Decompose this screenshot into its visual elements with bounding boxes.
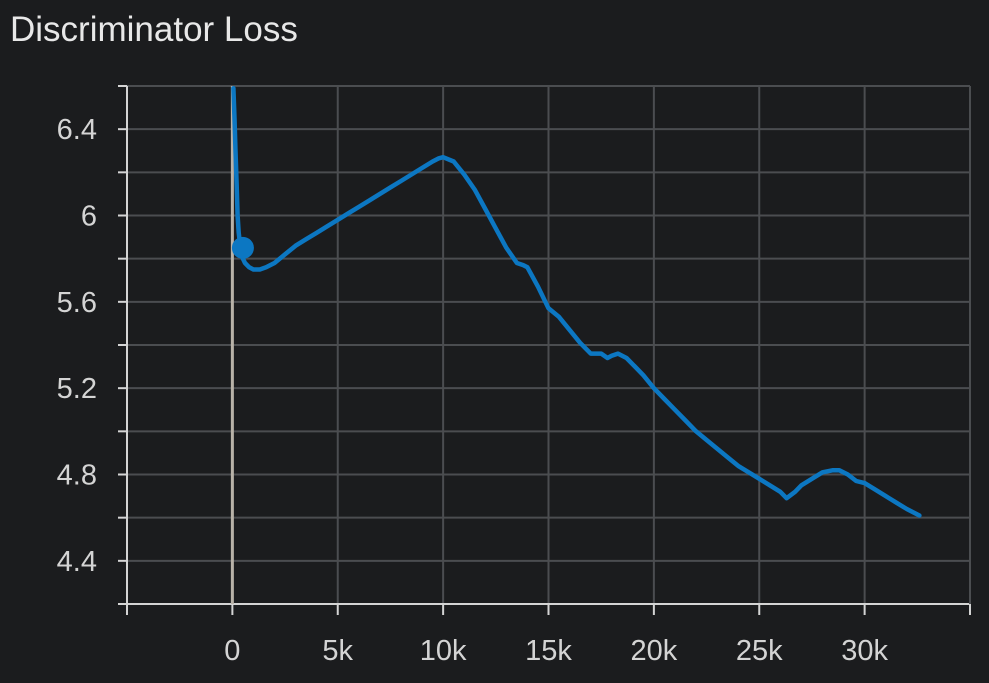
x-tick-label: 10k (420, 635, 467, 667)
x-tick-label: 25k (736, 635, 783, 667)
tick-labels: 4.4 4.8 5.2 5.6 6 6.4 0 5k 10k 15k 20k 25k 30k (57, 114, 889, 667)
series-line (231, 85, 922, 518)
y-tick-label: 5.2 (57, 373, 97, 405)
x-tick-label: 20k (630, 635, 677, 667)
y-tick-label: 5.6 (57, 287, 97, 319)
series (231, 85, 922, 518)
y-tick-label: 6.4 (57, 114, 97, 146)
axes (118, 85, 971, 615)
chart-title: Discriminator Loss (10, 10, 298, 49)
hover-marker (231, 236, 254, 259)
x-tick-label: 15k (525, 635, 572, 667)
y-tick-label: 4.8 (57, 460, 97, 492)
x-tick-label: 30k (841, 635, 888, 667)
x-tick-label: 5k (322, 635, 353, 667)
y-tick-label: 6 (81, 201, 97, 233)
x-tick-label: 0 (224, 635, 240, 667)
grid (126, 85, 971, 604)
y-tick-label: 4.4 (57, 546, 97, 578)
